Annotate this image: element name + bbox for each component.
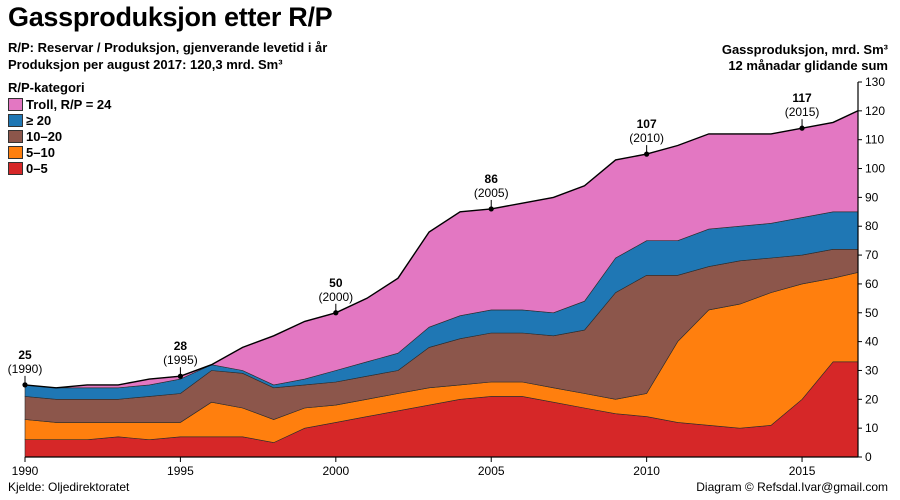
legend-swatch [8,97,23,111]
y-tick-label: 10 [865,421,879,435]
y-tick-label: 0 [865,450,872,464]
x-tick-label: 2015 [789,464,816,478]
x-tick-label: 2000 [322,464,349,478]
annotation-year: (2000) [318,290,353,304]
legend-swatch [8,129,23,143]
legend-item: 0–5 [8,160,111,176]
y-tick-label: 80 [865,219,879,233]
x-tick-label: 2005 [478,464,505,478]
legend-item: ≥ 20 [8,112,111,128]
y-tick-label: 110 [865,133,884,147]
x-tick-label: 1995 [167,464,194,478]
annotation-value: 25 [18,348,32,362]
legend: Troll, R/P = 24 ≥ 20 10–20 5–10 0–5 [8,96,111,176]
total-line [24,110,859,389]
y-tick-label: 30 [865,363,879,377]
chart-subtitle-line2: Produksjon per august 2017: 120,3 mrd. S… [8,57,283,72]
legend-item: 5–10 [8,144,111,160]
y-tick-label: 70 [865,248,879,262]
y-tick-label: 60 [865,277,879,291]
annotation-year: (2010) [629,131,664,145]
y-tick-label: 50 [865,306,879,320]
annotation-year: (2015) [785,105,820,119]
legend-label: 0–5 [26,160,48,176]
legend-label: 10–20 [26,128,63,144]
chart-subtitle-line1: R/P: Reservar / Produksjon, gjenverande … [8,40,328,55]
annotation-year: (2005) [474,186,509,200]
x-tick-label: 2010 [633,464,660,478]
legend-item: 10–20 [8,128,111,144]
annotation-year: (1995) [163,353,198,367]
source-note: Kjelde: Oljedirektoratet [8,480,130,494]
y-tick-label: 120 [865,104,885,118]
legend-label: 5–10 [26,144,55,160]
legend-swatch [8,145,23,159]
y-tick-label: 20 [865,392,879,406]
legend-title: R/P-kategori [8,80,85,95]
credit-note: Diagram © Refsdal.Ivar@gmail.com [696,480,888,494]
legend-swatch [8,113,23,127]
y-tick-label: 130 [865,75,885,89]
y-axis-title-line2: 12 månadar glidande sum [728,58,888,73]
y-tick-label: 100 [865,162,885,176]
annotation-value: 28 [174,339,188,353]
legend-label: Troll, R/P = 24 [26,96,112,112]
legend-label: ≥ 20 [26,112,52,128]
y-tick-label: 40 [865,335,879,349]
chart-title: Gassproduksjon etter R/P [8,2,333,32]
y-tick-label: 90 [865,190,879,204]
x-tick-label: 1990 [12,464,39,478]
legend-swatch [8,161,23,175]
annotation-value: 86 [485,172,499,186]
annotation-value: 107 [637,117,657,131]
y-axis-title-line1: Gassproduksjon, mrd. Sm³ [721,42,888,57]
annotation-year: (1990) [8,362,43,376]
annotation-value: 50 [329,276,343,290]
annotation-value: 117 [792,91,812,105]
legend-item: Troll, R/P = 24 [8,96,111,112]
